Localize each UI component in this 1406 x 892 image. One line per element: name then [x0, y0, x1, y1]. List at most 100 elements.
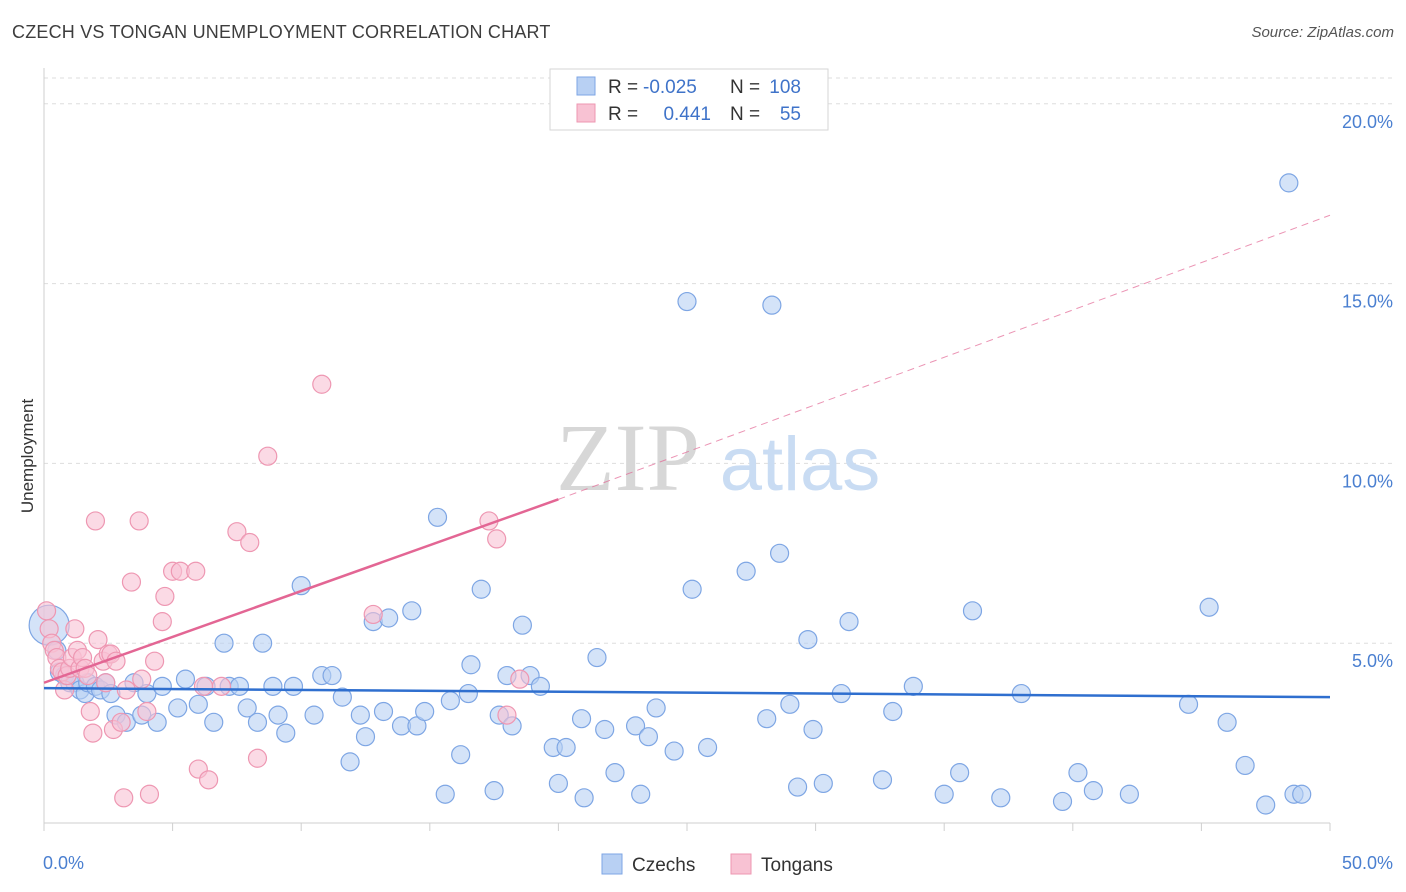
tongan-point	[193, 676, 214, 696]
czech-point	[587, 647, 607, 668]
x-tick-label-min: 0.0%	[43, 853, 84, 873]
czech-point	[769, 543, 790, 563]
tongan-point	[227, 522, 247, 542]
legend-box	[549, 68, 829, 131]
czech-point	[991, 788, 1011, 808]
czech-point	[780, 694, 800, 714]
legend-n-label-tongans: N =	[730, 104, 760, 125]
czech-point	[1083, 781, 1103, 801]
czech-point	[1052, 791, 1073, 812]
grid-lines	[44, 77, 1393, 644]
czech-point	[571, 709, 592, 729]
czech-point	[883, 701, 903, 722]
czech-point	[152, 676, 172, 696]
czech-point	[903, 676, 923, 696]
tongan-trend-line	[43, 498, 559, 684]
legend-r-value-czechs: -0.025	[643, 77, 697, 98]
czech-point	[355, 727, 376, 747]
czech-point	[402, 601, 422, 621]
tongan-point	[111, 712, 131, 732]
tongan-point	[199, 770, 219, 790]
tongan-point	[497, 705, 517, 725]
czech-point	[435, 784, 455, 804]
czech-point	[350, 705, 370, 725]
czech-point	[798, 629, 818, 650]
czech-point	[962, 601, 983, 621]
czech-point	[625, 716, 646, 736]
czech-point	[237, 698, 257, 718]
tongan-point	[155, 586, 175, 607]
x-tick-label-max: 50.0%	[1342, 853, 1393, 873]
czech-point	[934, 784, 954, 804]
tongan-point	[85, 511, 106, 531]
czech-point	[451, 745, 471, 765]
tongan-point	[36, 601, 57, 621]
watermark: ZIP atlas	[556, 404, 880, 511]
czech-point	[697, 737, 718, 758]
tongan-point	[363, 604, 383, 625]
series-legend-label-czechs: Czechs	[632, 855, 695, 876]
tongan-point	[139, 784, 160, 804]
tongan-point	[487, 529, 507, 549]
czech-point	[1119, 784, 1139, 804]
czech-point	[263, 676, 283, 696]
trend-lines	[43, 214, 1331, 699]
chart-title: CZECH VS TONGAN UNEMPLOYMENT CORRELATION…	[12, 22, 551, 42]
legend-n-value-czechs: 108	[769, 77, 801, 98]
czech-point	[484, 781, 504, 801]
tongan-point	[80, 701, 100, 722]
czech-point	[168, 698, 188, 718]
tongan-point	[510, 669, 530, 689]
y-tick-label: 10.0%	[1342, 471, 1393, 491]
tongan-point	[83, 723, 103, 743]
czech-point	[247, 712, 268, 732]
czech-point	[373, 701, 394, 722]
tongan-point	[132, 669, 152, 689]
czech-point	[1217, 712, 1237, 732]
czech-point	[548, 773, 569, 794]
czech-point	[631, 784, 651, 804]
czech-point	[304, 705, 324, 725]
series-legend-label-tongans: Tongans	[761, 855, 833, 876]
czech-point	[803, 719, 823, 740]
legend-n-value-tongans: 55	[780, 104, 801, 125]
legend-swatch-tongans	[576, 103, 596, 123]
czech-point	[283, 676, 304, 696]
tick-labels: 0.0% 50.0% 5.0% 10.0% 15.0% 20.0%	[43, 112, 1393, 873]
czech-point	[427, 507, 448, 527]
tongan-point	[88, 629, 108, 650]
czech-point	[340, 752, 360, 772]
czech-point	[682, 579, 702, 599]
czech-point	[762, 295, 782, 315]
tongan-point	[137, 701, 157, 722]
czech-point	[188, 694, 208, 714]
legend-swatch-czechs	[576, 76, 596, 96]
tongan-point	[96, 673, 116, 693]
tongan-point	[129, 511, 149, 531]
watermark-zip: ZIP	[556, 404, 700, 511]
tongan-trend-extension	[558, 214, 1331, 500]
czech-point	[175, 669, 196, 689]
tongan-point	[240, 532, 260, 553]
y-axis-label: Unemployment	[18, 399, 37, 514]
czech-point	[574, 788, 594, 808]
tongan-point	[121, 572, 142, 592]
watermark-atlas: atlas	[720, 422, 881, 507]
czech-point	[461, 655, 481, 675]
czech-point	[757, 709, 777, 729]
czech-point	[415, 701, 435, 722]
czech-point	[638, 727, 659, 747]
czech-point	[332, 687, 352, 707]
czech-point	[605, 763, 625, 783]
czech-point	[813, 773, 833, 794]
czech-point	[1199, 597, 1219, 617]
czech-point	[1068, 763, 1088, 783]
czech-point	[839, 612, 859, 632]
czech-point	[440, 691, 460, 711]
series-legend: Czechs Tongans	[601, 853, 833, 876]
czech-point	[458, 683, 478, 704]
y-tick-label: 15.0%	[1342, 292, 1393, 312]
correlation-legend: R = -0.025 N = 108 R = 0.441 N = 55	[549, 68, 829, 131]
czech-point	[1256, 795, 1276, 815]
